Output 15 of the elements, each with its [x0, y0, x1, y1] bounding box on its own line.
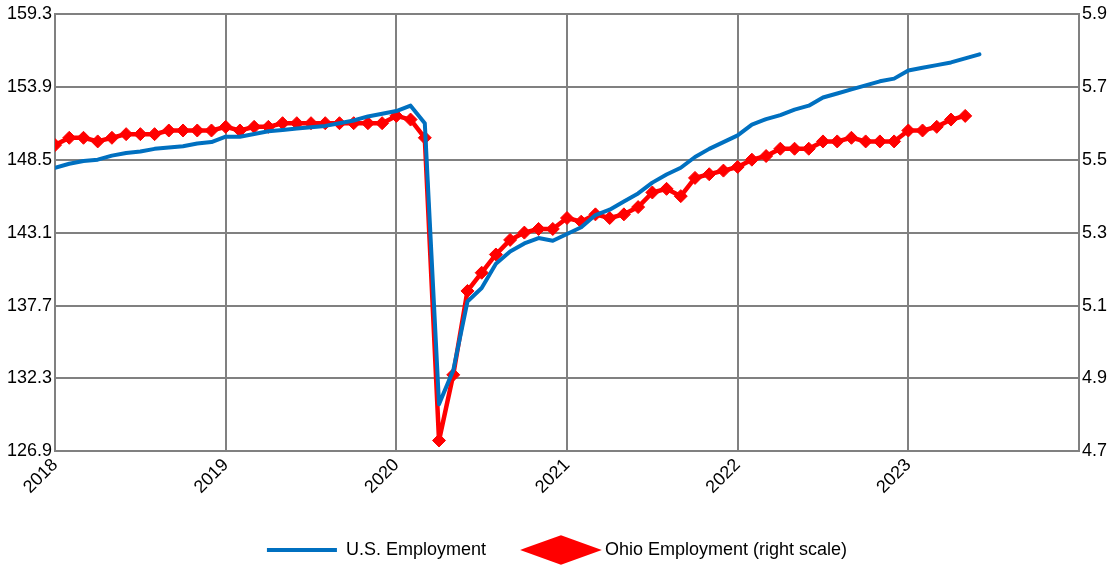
- y2-tick-label: 5.7: [1081, 75, 1108, 96]
- y2-tick-label: 4.7: [1081, 440, 1108, 461]
- y-tick-label: 148.5: [7, 148, 53, 169]
- y2-tick-label: 4.9: [1081, 367, 1108, 388]
- y-tick-label: 159.3: [7, 2, 53, 23]
- legend-label: Ohio Employment (right scale): [604, 538, 848, 559]
- legend-label: U.S. Employment: [345, 538, 486, 559]
- y2-tick-label: 5.5: [1081, 148, 1108, 169]
- y-tick-label: 143.1: [7, 221, 53, 242]
- y2-tick-label: 5.1: [1081, 294, 1108, 315]
- y2-tick-label: 5.3: [1081, 221, 1108, 242]
- y2-tick-label: 5.9: [1081, 2, 1108, 23]
- y-tick-label: 153.9: [7, 75, 53, 96]
- y-tick-label: 132.3: [7, 367, 53, 388]
- y-tick-label: 137.7: [7, 294, 53, 315]
